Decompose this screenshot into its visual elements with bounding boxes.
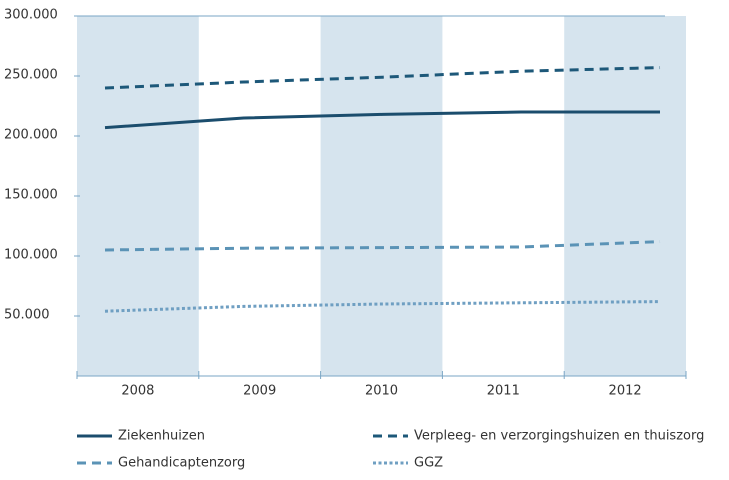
x-tick-label: 2010 (365, 384, 398, 399)
x-tick-label: 2009 (243, 384, 276, 399)
line-series (104, 240, 661, 252)
band (77, 16, 199, 376)
x-tick-label: 2011 (487, 384, 520, 399)
x-tick-label: 2012 (609, 384, 642, 399)
legend-label: Ziekenhuizen (118, 429, 205, 444)
legend-label: Gehandicaptenzorg (118, 456, 245, 471)
y-tick-label: 300.000 (4, 8, 58, 23)
band (320, 16, 443, 376)
y-tick-label: 100.000 (4, 248, 58, 263)
line-series (104, 110, 660, 130)
legend-label: GGZ (414, 456, 443, 471)
line-series (104, 300, 661, 313)
y-tick-label: 50.000 (4, 308, 50, 323)
legend-label: Verpleeg- en verzorgingshuizen en thuisz… (414, 429, 704, 444)
y-tick-label: 150.000 (4, 188, 58, 203)
line-series (104, 66, 661, 90)
band (564, 16, 686, 376)
y-tick-label: 250.000 (4, 68, 58, 83)
y-tick-label: 200.000 (4, 128, 58, 143)
x-tick-label: 2008 (121, 384, 154, 399)
